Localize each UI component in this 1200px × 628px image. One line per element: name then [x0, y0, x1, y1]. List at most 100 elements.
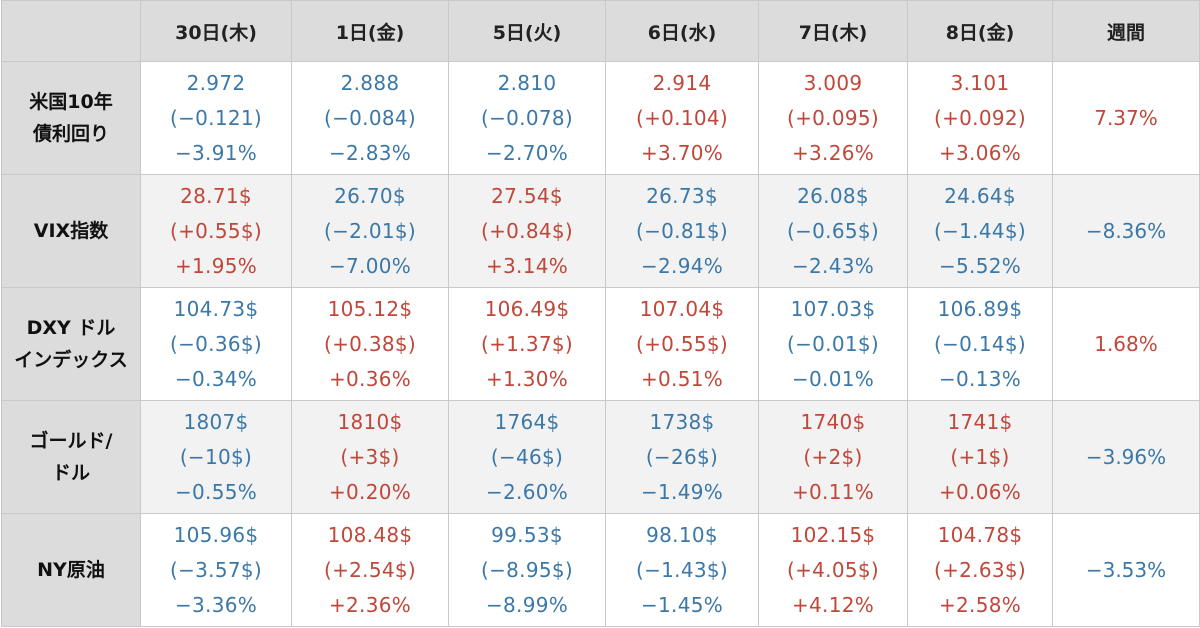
- price-value: 1740$: [800, 409, 866, 434]
- change-percent: −2.43%: [791, 253, 875, 278]
- value-cell: 3.009 (+0.095) +3.26%: [758, 61, 908, 175]
- change-value: (+0.55$): [169, 218, 263, 243]
- weekly-change: 1.68%: [1052, 287, 1200, 401]
- change-value: (−0.121): [169, 105, 263, 130]
- change-percent: −1.45%: [640, 592, 724, 617]
- price-value: 2.972: [186, 70, 246, 95]
- row-label-line: NY原油: [37, 559, 105, 581]
- change-percent: +0.51%: [640, 366, 724, 391]
- change-value: (+0.38$): [323, 331, 417, 356]
- change-percent: −0.55%: [174, 479, 258, 504]
- change-value: (+4.05$): [786, 557, 880, 582]
- price-value: 1807$: [183, 409, 249, 434]
- table-row: ゴールド/ドル 1807$ (−10$) −0.55% 1810$ (+3$) +0.20%…: [1, 400, 1200, 514]
- change-value: (−0.81$): [635, 218, 729, 243]
- row-label-line: ゴールド/: [29, 430, 113, 452]
- change-value: (+2.54$): [323, 557, 417, 582]
- value-cell: 108.48$ (+2.54$) +2.36%: [291, 513, 449, 627]
- value-cell: 102.15$ (+4.05$) +4.12%: [758, 513, 908, 627]
- header-row: 30日(木) 1日(金) 5日(火) 6日(水) 7日(木) 8日(金) 週間: [1, 0, 1200, 62]
- row-label: NY原油: [1, 513, 141, 627]
- change-percent: +1.30%: [485, 366, 569, 391]
- weekly-change: −3.53%: [1052, 513, 1200, 627]
- value-cell: 99.53$ (−8.95$) −8.99%: [448, 513, 606, 627]
- price-value: 27.54$: [491, 183, 563, 208]
- row-label-line: 債利回り: [32, 123, 109, 145]
- change-percent: −2.83%: [328, 140, 412, 165]
- price-value: 1741$: [947, 409, 1013, 434]
- weekly-change: 7.37%: [1052, 61, 1200, 175]
- value-cell: 105.96$ (−3.57$) −3.36%: [140, 513, 292, 627]
- price-value: 1764$: [494, 409, 560, 434]
- change-value: (−10$): [179, 444, 253, 469]
- change-percent: −1.49%: [640, 479, 724, 504]
- change-percent: +3.14%: [485, 253, 569, 278]
- value-cell: 1764$ (−46$) −2.60%: [448, 400, 606, 514]
- value-cell: 2.914 (+0.104) +3.70%: [605, 61, 759, 175]
- change-percent: +0.06%: [938, 479, 1022, 504]
- value-cell: 1810$ (+3$) +0.20%: [291, 400, 449, 514]
- header-col-7: 7日(木): [758, 0, 908, 62]
- row-label-line: DXY ドル: [26, 317, 116, 339]
- value-cell: 104.73$ (−0.36$) −0.34%: [140, 287, 292, 401]
- value-cell: 24.64$ (−1.44$) −5.52%: [907, 174, 1053, 288]
- price-value: 107.04$: [639, 296, 725, 321]
- change-percent: −5.52%: [938, 253, 1022, 278]
- value-cell: 2.888 (−0.084) −2.83%: [291, 61, 449, 175]
- change-value: (−0.078): [480, 105, 574, 130]
- change-value: (+0.095): [786, 105, 880, 130]
- change-value: (+0.84$): [480, 218, 574, 243]
- change-percent: +3.06%: [938, 140, 1022, 165]
- value-cell: 2.972 (−0.121) −3.91%: [140, 61, 292, 175]
- change-percent: +0.11%: [791, 479, 875, 504]
- row-label: ゴールド/ドル: [1, 400, 141, 514]
- header-corner: [1, 0, 141, 62]
- price-value: 26.73$: [646, 183, 718, 208]
- price-value: 105.12$: [327, 296, 413, 321]
- value-cell: 1738$ (−26$) −1.49%: [605, 400, 759, 514]
- value-cell: 3.101 (+0.092) +3.06%: [907, 61, 1053, 175]
- weekly-change: −8.36%: [1052, 174, 1200, 288]
- price-value: 2.888: [340, 70, 400, 95]
- table-row: DXY ドル インデックス 104.73$ (−0.36$) −0.34% 105.12$…: [1, 287, 1200, 401]
- price-value: 105.96$: [173, 522, 259, 547]
- price-value: 99.53$: [491, 522, 563, 547]
- row-label-line: VIX指数: [33, 220, 109, 242]
- change-percent: −3.36%: [174, 592, 258, 617]
- change-percent: +0.20%: [328, 479, 412, 504]
- change-percent: +2.58%: [938, 592, 1022, 617]
- value-cell: 1741$ (+1$) +0.06%: [907, 400, 1053, 514]
- change-value: (−46$): [490, 444, 564, 469]
- price-value: 98.10$: [646, 522, 718, 547]
- value-cell: 1807$ (−10$) −0.55%: [140, 400, 292, 514]
- table-row: NY原油 105.96$ (−3.57$) −3.36% 108.48$ (+2.54$)…: [1, 513, 1200, 627]
- change-value: (−3.57$): [169, 557, 263, 582]
- price-value: 1810$: [337, 409, 403, 434]
- price-value: 106.89$: [937, 296, 1023, 321]
- row-label-line: ドル: [51, 462, 90, 484]
- change-value: (−0.14$): [933, 331, 1027, 356]
- price-value: 107.03$: [790, 296, 876, 321]
- header-col-1: 1日(金): [291, 0, 449, 62]
- change-percent: +1.95%: [174, 253, 258, 278]
- price-value: 3.101: [950, 70, 1010, 95]
- change-percent: −8.99%: [485, 592, 569, 617]
- change-percent: −0.13%: [938, 366, 1022, 391]
- value-cell: 98.10$ (−1.43$) −1.45%: [605, 513, 759, 627]
- change-value: (−1.43$): [635, 557, 729, 582]
- value-cell: 26.08$ (−0.65$) −2.43%: [758, 174, 908, 288]
- price-value: 2.810: [497, 70, 557, 95]
- change-value: (+2.63$): [933, 557, 1027, 582]
- row-label: VIX指数: [1, 174, 141, 288]
- value-cell: 28.71$ (+0.55$) +1.95%: [140, 174, 292, 288]
- change-percent: −7.00%: [328, 253, 412, 278]
- price-value: 24.64$: [944, 183, 1016, 208]
- table-row: VIX指数 28.71$ (+0.55$) +1.95% 26.70$ (−2.01$) −…: [1, 174, 1200, 288]
- price-value: 26.70$: [334, 183, 406, 208]
- row-label: 米国10年 債利回り: [1, 61, 141, 175]
- change-value: (−0.084): [323, 105, 417, 130]
- change-percent: +3.26%: [791, 140, 875, 165]
- change-percent: −2.60%: [485, 479, 569, 504]
- change-value: (−0.36$): [169, 331, 263, 356]
